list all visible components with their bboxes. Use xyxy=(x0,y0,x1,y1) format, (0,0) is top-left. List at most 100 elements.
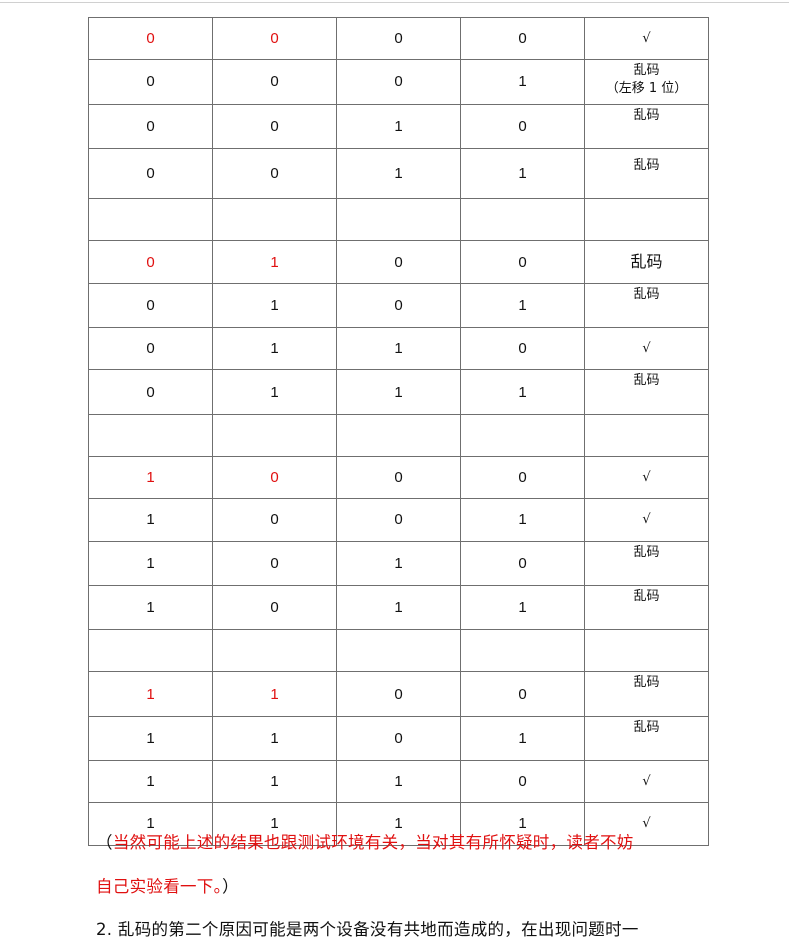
paragraph-number: 2. xyxy=(96,920,113,939)
result-cell: √ xyxy=(584,16,709,61)
blank-row xyxy=(88,198,709,242)
result-cell: 乱码 （左移 1 位） xyxy=(584,59,709,105)
bit-cell xyxy=(88,413,213,457)
bit-cell: 0 xyxy=(88,327,213,371)
result-cell: 乱码 xyxy=(584,369,709,415)
bit-cell: 1 xyxy=(460,59,585,105)
bit-cell: 1 xyxy=(460,584,585,631)
bit-cell: 1 xyxy=(336,584,461,631)
table-row: 0 0 0 0 √ xyxy=(88,16,709,61)
bit-cell: 0 xyxy=(212,16,337,61)
bit-cell: 1 xyxy=(460,282,585,329)
bit-cell: 1 xyxy=(212,240,337,284)
result-cell xyxy=(584,198,709,242)
bit-cell: 1 xyxy=(460,369,585,415)
bit-cell: 1 xyxy=(460,498,585,542)
result-text: √ xyxy=(642,340,651,356)
bit-cell: 0 xyxy=(88,16,213,61)
bit-cell: 1 xyxy=(336,369,461,415)
bit-cell xyxy=(212,198,337,242)
bit-cell: 1 xyxy=(212,282,337,329)
result-text: √ xyxy=(642,30,651,46)
bit-cell: 1 xyxy=(212,760,337,804)
bit-cell: 1 xyxy=(336,103,461,149)
result-text: √ xyxy=(642,469,651,485)
bit-cell: 0 xyxy=(336,59,461,105)
blank-row xyxy=(88,413,709,457)
table-row: 0 1 0 1 乱码 xyxy=(88,282,709,329)
table-row: 1 0 1 1 乱码 xyxy=(88,584,709,631)
open-paren: （ xyxy=(96,833,113,852)
bit-cell xyxy=(88,629,213,673)
bit-cell: 0 xyxy=(88,103,213,149)
result-text: √ xyxy=(642,773,651,789)
bit-cell: 0 xyxy=(212,455,337,500)
bit-cell: 0 xyxy=(88,240,213,284)
note-line-1: （当然可能上述的结果也跟测试环境有关，当对其有所怀疑时，读者不妨 xyxy=(96,829,634,853)
result-cell xyxy=(584,629,709,673)
bit-cell: 1 xyxy=(460,147,585,200)
result-cell: 乱码 xyxy=(584,540,709,586)
bit-cell: 1 xyxy=(88,760,213,804)
result-cell: √ xyxy=(584,802,709,846)
result-cell: 乱码 xyxy=(584,282,709,329)
bit-cell: 0 xyxy=(336,455,461,500)
bit-cell: 0 xyxy=(212,59,337,105)
bit-cell: 1 xyxy=(88,498,213,542)
result-text: 乱码 xyxy=(633,719,660,735)
bit-cell: 1 xyxy=(212,715,337,762)
result-cell: 乱码 xyxy=(584,103,709,149)
bit-cell: 0 xyxy=(88,282,213,329)
result-cell: 乱码 xyxy=(584,715,709,762)
table-row: 1 1 1 1 √ xyxy=(88,802,709,846)
bit-cell xyxy=(460,413,585,457)
table-row: 1 0 0 0 √ xyxy=(88,455,709,500)
bit-cell xyxy=(460,198,585,242)
bit-cell: 0 xyxy=(336,715,461,762)
bit-cell: 1 xyxy=(336,147,461,200)
bit-cell: 1 xyxy=(88,455,213,500)
table-row: 1 1 0 0 乱码 xyxy=(88,671,709,717)
result-text: √ xyxy=(642,511,651,527)
table-row: 1 0 0 1 √ xyxy=(88,498,709,542)
paragraph-text: 乱码的第二个原因可能是两个设备没有共地而造成的，在出现问题时一 xyxy=(117,920,639,939)
bit-cell: 0 xyxy=(88,369,213,415)
bit-cell: 0 xyxy=(460,455,585,500)
bit-cell xyxy=(336,198,461,242)
bit-cell: 1 xyxy=(460,715,585,762)
table-row: 1 1 1 0 √ xyxy=(88,760,709,804)
bit-cell xyxy=(336,413,461,457)
bit-cell: 1 xyxy=(212,327,337,371)
bit-cell: 1 xyxy=(88,715,213,762)
result-cell: 乱码 xyxy=(584,240,709,284)
bit-cell: 0 xyxy=(336,282,461,329)
result-text: 乱码 xyxy=(630,252,663,272)
bit-cell: 1 xyxy=(336,760,461,804)
blank-row xyxy=(88,629,709,673)
bit-cell: 0 xyxy=(460,540,585,586)
result-note: （左移 1 位） xyxy=(605,81,688,97)
result-cell: √ xyxy=(584,327,709,371)
table-row: 1 0 1 0 乱码 xyxy=(88,540,709,586)
result-text: √ xyxy=(642,815,651,831)
result-text: 乱码 xyxy=(633,588,660,604)
bit-cell: 0 xyxy=(212,584,337,631)
bit-cell: 1 xyxy=(336,540,461,586)
note-line-2: 自己实验看一下。） xyxy=(96,873,239,897)
bit-cell: 0 xyxy=(212,540,337,586)
bit-cell xyxy=(336,629,461,673)
bit-cell: 0 xyxy=(212,498,337,542)
bit-cell: 1 xyxy=(88,802,213,846)
result-text: 乱码 xyxy=(633,544,660,560)
bit-cell xyxy=(460,629,585,673)
bit-cell: 0 xyxy=(336,671,461,717)
table-row: 0 0 0 1 乱码 （左移 1 位） xyxy=(88,59,709,105)
result-text: 乱码 xyxy=(633,373,660,389)
bit-cell xyxy=(212,629,337,673)
bit-cell: 1 xyxy=(88,671,213,717)
bit-cell: 0 xyxy=(212,147,337,200)
bit-cell: 1 xyxy=(336,327,461,371)
bit-cell: 0 xyxy=(460,103,585,149)
bit-cell: 0 xyxy=(460,327,585,371)
result-cell: 乱码 xyxy=(584,584,709,631)
